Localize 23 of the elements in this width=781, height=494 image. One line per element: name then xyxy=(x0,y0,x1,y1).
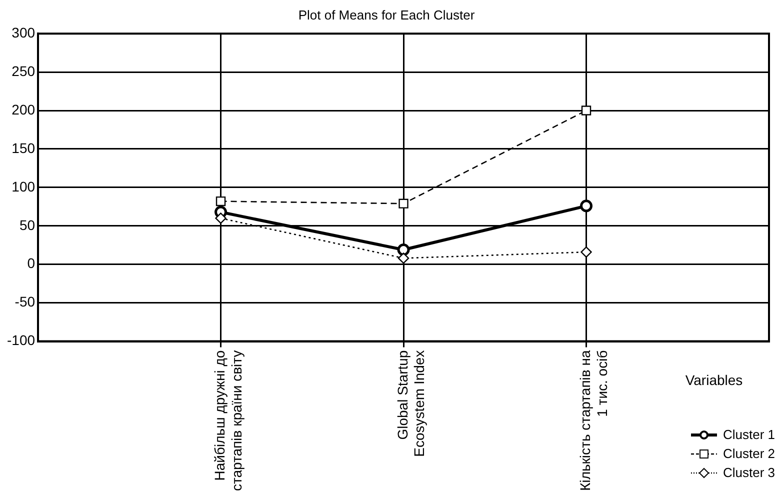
point xyxy=(216,196,226,206)
y-tick-label: -50 xyxy=(14,294,36,310)
point xyxy=(215,212,226,224)
point xyxy=(581,106,592,116)
legend-label: Cluster 1 xyxy=(722,427,775,442)
x-tick-label: Кількість стартапів на 1 тис. осіб xyxy=(577,350,610,491)
chart-title: Plot of Means for Each Cluster xyxy=(298,7,476,22)
y-tick-label: 50 xyxy=(19,216,36,233)
y-tick-label: 300 xyxy=(12,24,36,40)
legend-label: Cluster 2 xyxy=(722,446,775,461)
point xyxy=(398,198,408,208)
x-tick-label: Global Startup Ecosystem Index xyxy=(394,350,428,457)
x-axis-title: Variables xyxy=(685,372,743,388)
y-tick-label: 250 xyxy=(12,62,36,79)
y-tick-label: -100 xyxy=(6,332,36,348)
y-tick-label: 0 xyxy=(27,255,36,272)
y-tick-label: 200 xyxy=(12,101,36,118)
point xyxy=(580,200,593,212)
legend-label: Cluster 3 xyxy=(722,465,775,480)
x-tick-label: Найбільш дружні до стартапів країни світу xyxy=(212,350,244,492)
y-tick-label: 150 xyxy=(12,140,36,156)
y-tick-label: 100 xyxy=(12,178,36,194)
point xyxy=(397,243,410,256)
